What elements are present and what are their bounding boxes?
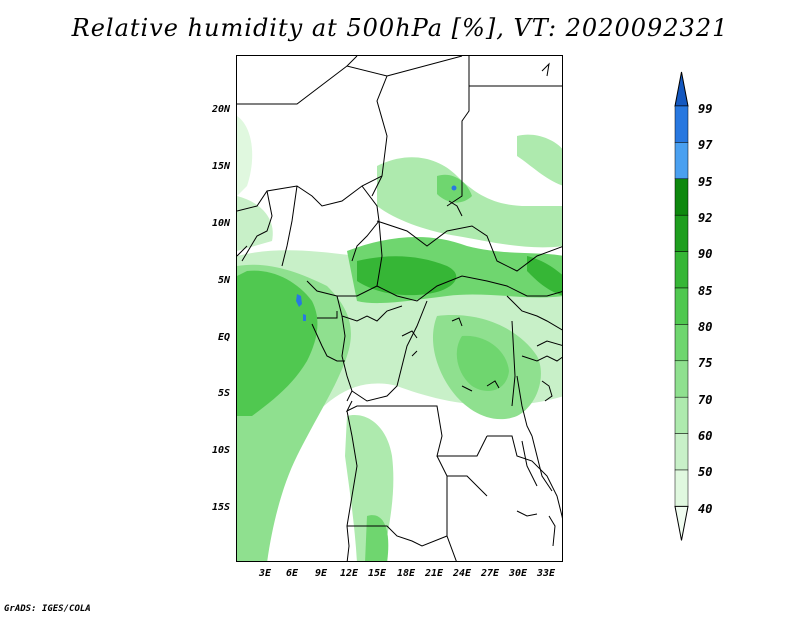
lon-label: 9E <box>314 568 328 579</box>
lat-label: 15N <box>211 161 230 172</box>
colorbar-label: 97 <box>698 138 713 152</box>
colorbar-segment <box>674 287 689 325</box>
humidity-field <box>237 116 562 561</box>
colorbar-label: 70 <box>698 393 713 407</box>
colorbar-label: 60 <box>698 429 713 443</box>
colorbar-segment <box>674 178 689 216</box>
lon-label: 18E <box>396 568 416 579</box>
colorbar-top-triangle <box>674 71 689 107</box>
lon-label: 24E <box>452 568 472 579</box>
lat-label: 5N <box>217 275 230 286</box>
colorbar-label: 85 <box>698 284 713 298</box>
lon-label: 15E <box>367 568 387 579</box>
lat-label: 5S <box>217 388 230 399</box>
lon-label: 27E <box>480 568 500 579</box>
colorbar-segment <box>674 142 689 180</box>
colorbar-segment <box>674 396 689 434</box>
colorbar-label: 99 <box>698 102 713 116</box>
colorbar-label: 90 <box>698 247 713 261</box>
colorbar-segment <box>674 360 689 398</box>
lon-label: 21E <box>424 568 444 579</box>
colorbar-label: 95 <box>698 175 713 189</box>
lat-label: 15S <box>211 502 230 513</box>
grads-credit: GrADS: IGES/COLA <box>4 604 91 614</box>
colorbar-segment <box>674 251 689 289</box>
lon-label: 12E <box>339 568 359 579</box>
lat-label: EQ <box>217 332 230 343</box>
map-panel <box>236 55 563 562</box>
country-borders <box>237 56 562 561</box>
lon-label: 6E <box>285 568 299 579</box>
colorbar-label: 80 <box>698 320 713 334</box>
chart-title: Relative humidity at 500hPa [%], VT: 202… <box>71 14 729 42</box>
lon-label: 30E <box>508 568 528 579</box>
colorbar-segment <box>674 469 689 507</box>
colorbar-segment <box>674 105 689 143</box>
colorbar-segment <box>674 324 689 362</box>
lon-label: 33E <box>536 568 556 579</box>
colorbar-segment <box>674 433 689 471</box>
humidity-map <box>237 56 562 561</box>
lake-shapes <box>296 185 457 321</box>
lon-label: 3E <box>258 568 272 579</box>
colorbar-label: 75 <box>698 356 713 370</box>
colorbar-label: 40 <box>698 502 713 516</box>
colorbar <box>674 71 689 541</box>
colorbar-bottom-triangle <box>674 505 689 541</box>
colorbar-label: 50 <box>698 465 713 479</box>
lat-label: 20N <box>211 104 230 115</box>
colorbar-label: 92 <box>698 211 713 225</box>
colorbar-segment <box>674 214 689 252</box>
lat-label: 10N <box>211 218 230 229</box>
lat-label: 10S <box>211 445 230 456</box>
